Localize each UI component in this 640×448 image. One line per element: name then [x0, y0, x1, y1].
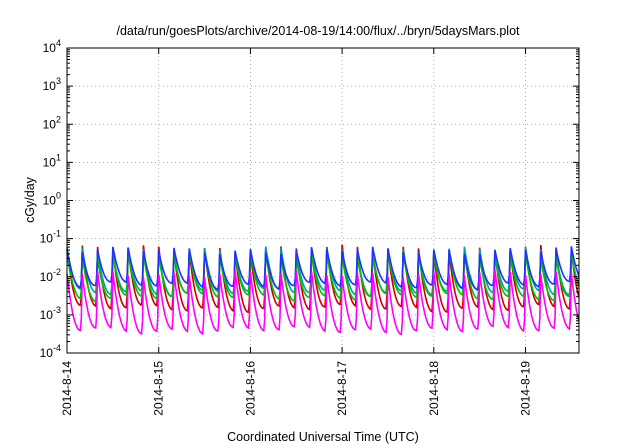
x-axis-label: Coordinated Universal Time (UTC)	[227, 430, 419, 444]
chart-title: /data/run/goesPlots/archive/2014-08-19/1…	[116, 24, 520, 38]
y-tick-label: 10-4	[40, 343, 61, 360]
y-tick-label: 10-2	[40, 267, 61, 284]
series-group	[66, 244, 580, 336]
x-tick-label: 2014-8-16	[243, 361, 257, 416]
x-tick-label: 2014-8-14	[60, 361, 74, 416]
y-tick-label: 10-1	[40, 229, 61, 246]
y-tick-label: 101	[43, 152, 61, 169]
series-line	[66, 270, 580, 336]
y-tick-label: 102	[43, 114, 61, 131]
grid	[67, 48, 579, 353]
x-tick-label: 2014-8-18	[427, 361, 441, 416]
y-axis-label: cGy/day	[23, 176, 37, 223]
y-tick-label: 10-3	[40, 305, 61, 322]
y-tick-label: 103	[43, 76, 61, 93]
y-tick-label: 104	[43, 38, 61, 55]
y-tick-label: 100	[43, 191, 61, 208]
y-axis: 10-4 10-3 10-2 10-1 100 101 102 103 104	[40, 38, 579, 360]
x-tick-label: 2014-8-19	[519, 361, 533, 416]
x-axis: 2014-8-14 2014-8-15 2014-8-16 2014-8-17 2014…	[60, 48, 533, 416]
x-tick-label: 2014-8-17	[335, 361, 349, 416]
series-line	[66, 246, 580, 291]
x-tick-label: 2014-8-15	[152, 361, 166, 416]
